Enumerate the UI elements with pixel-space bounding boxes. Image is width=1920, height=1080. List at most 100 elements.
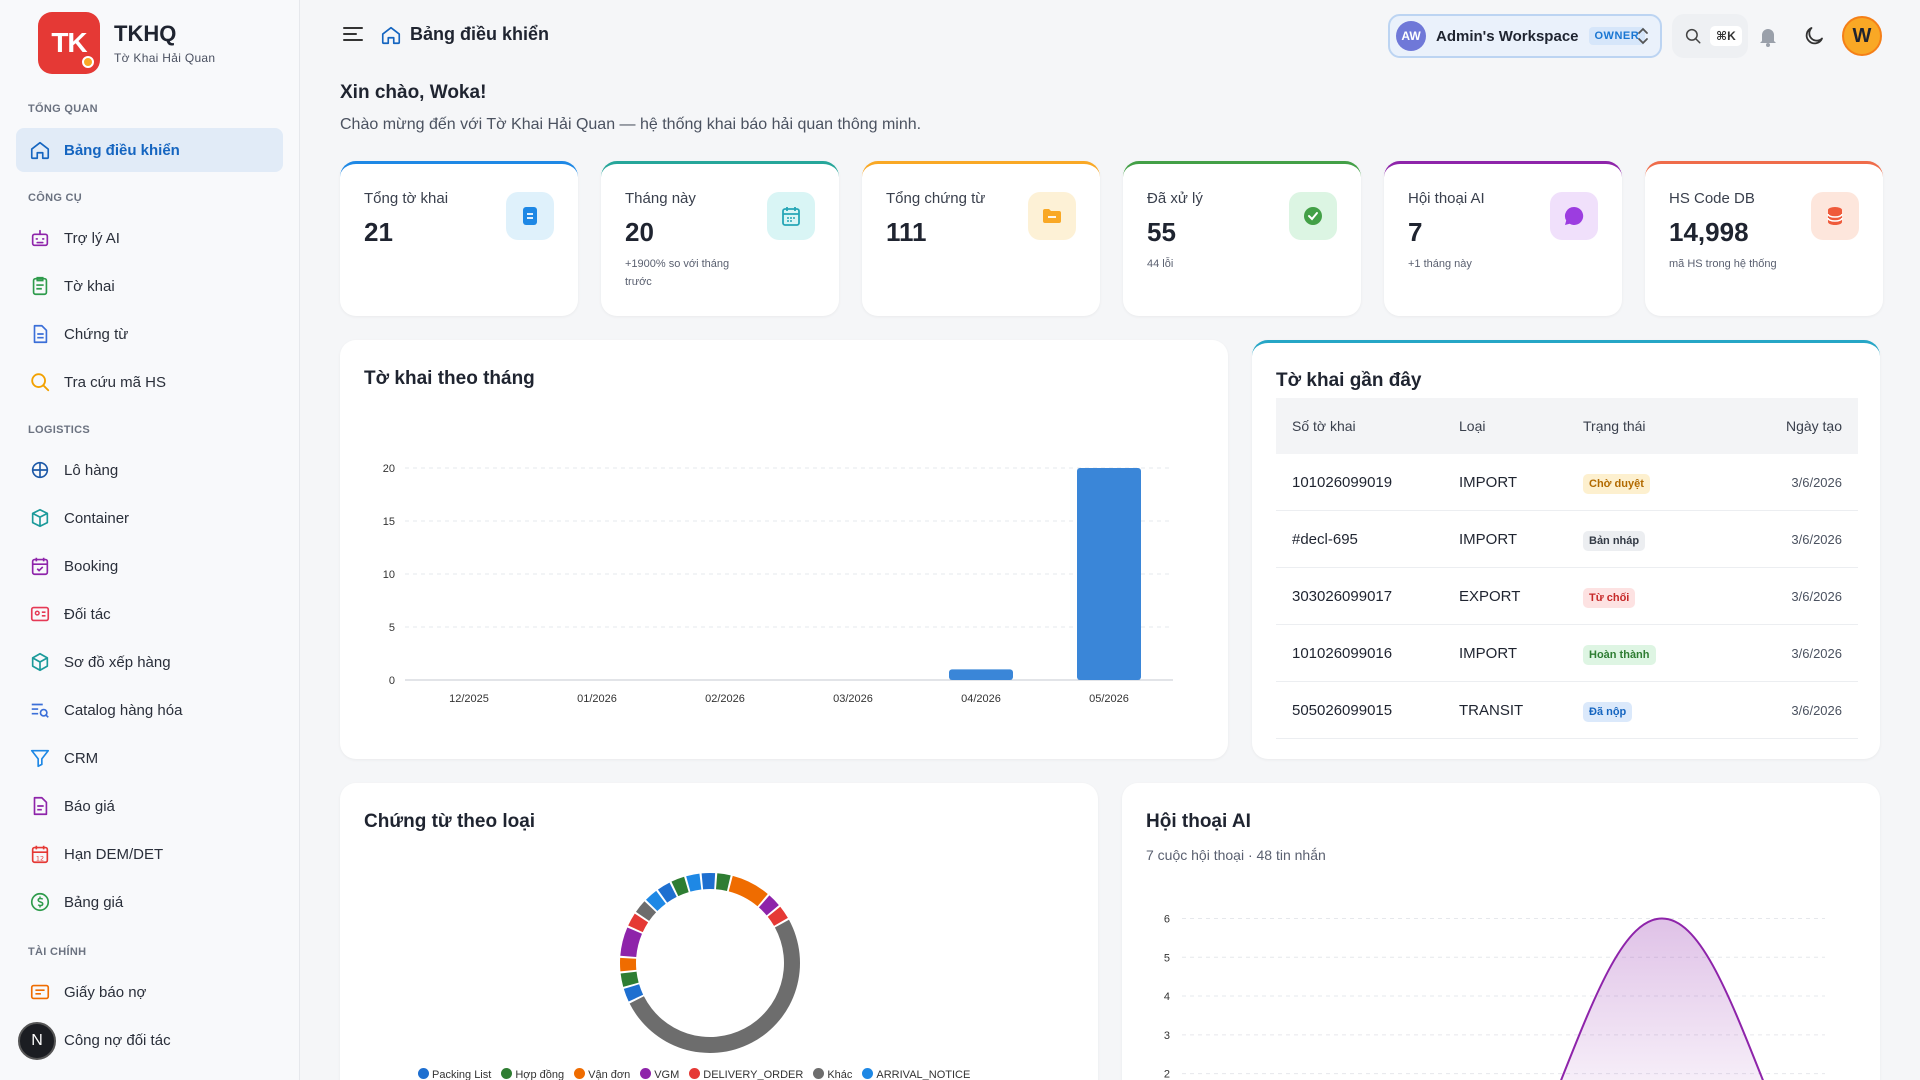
brand[interactable]: TK TKHQ Tờ Khai Hải Quan [38,12,215,74]
check-circle-icon [1289,192,1337,240]
sidebar-item-sơ-đồ-xếp-hàng[interactable]: Sơ đồ xếp hàng [16,640,283,684]
legend-swatch [574,1068,586,1079]
col-date[interactable]: Ngày tạo [1785,418,1842,434]
sidebar-item-catalog-hàng-hóa[interactable]: Catalog hàng hóa [16,688,283,732]
donut-slice [620,927,643,958]
ai-chart-panel: Hội thoại AI 7 cuộc hội thoại · 48 tin n… [1122,783,1880,1080]
stat-subtext: +1900% so với tháng trước [625,258,730,288]
stat-card[interactable]: Tổng tờ khai 21 [340,161,578,316]
stat-label: Tổng chứng từ [886,190,986,207]
declaration-number: 505026099015 [1292,701,1393,719]
id-card-icon [28,602,52,626]
moon-icon[interactable] [1802,24,1826,48]
table-row[interactable]: 303026099017 EXPORT Từ chối 3/6/2026 [1276,568,1858,625]
legend-swatch [640,1068,652,1079]
donut-slice [671,876,689,897]
declaration-number: 303026099017 [1292,587,1393,605]
sidebar-item-lô-hàng[interactable]: Lô hàng [16,448,283,492]
table-row[interactable]: 101026099016 IMPORT Hoàn thành 3/6/2026 [1276,625,1858,682]
legend-label: VGM [654,1069,680,1080]
bell-icon[interactable] [1756,24,1780,48]
x-tick-label: 01/2026 [577,693,617,705]
documents-legend: Packing List Hợp đồng Vận đơn VGM DELIVERY_O… [418,1068,980,1080]
calendar-icon [767,192,815,240]
legend-item[interactable]: ARRIVAL_NOTICE [862,1068,970,1080]
y-tick-label: 15 [383,516,395,528]
legend-item[interactable]: Hợp đồng [501,1068,564,1080]
workspace-avatar: AW [1396,21,1426,51]
sidebar-item-báo-giá[interactable]: Báo giá [16,784,283,828]
legend-label: Khác [827,1069,853,1080]
x-tick-label: 02/2026 [705,693,745,705]
stat-card[interactable]: Hội thoại AI 7 +1 tháng này [1384,161,1622,316]
status-badge: Hoàn thành [1583,644,1656,665]
nav-section-label: TỔNG QUAN [28,103,98,115]
workspace-role-badge: OWNER [1588,27,1646,45]
nav-section-label: CÔNG CỤ [28,192,83,204]
sidebar-item-công-nợ-đối-tác[interactable]: Công nợ đối tác [16,1018,283,1062]
invoice-icon [28,980,52,1004]
sidebar-item-tra-cứu-mã-hs[interactable]: Tra cứu mã HS [16,360,283,404]
col-status[interactable]: Trạng thái [1583,418,1646,434]
status-badge: Đã nộp [1583,701,1633,722]
folder-icon [1028,192,1076,240]
declaration-type: IMPORT [1459,530,1518,548]
sidebar-item-bảng-điều-khiển[interactable]: Bảng điều khiển [16,128,283,172]
legend-item[interactable]: Packing List [418,1068,491,1080]
sidebar-item-label: Trợ lý AI [64,229,120,247]
legend-item[interactable]: VGM [640,1068,680,1080]
stat-card[interactable]: Đã xử lý 55 44 lỗi [1123,161,1361,316]
stat-card[interactable]: Tổng chứng từ 111 [862,161,1100,316]
sidebar-item-giấy-báo-nợ[interactable]: Giấy báo nợ [16,970,283,1014]
donut-slice [728,875,768,907]
created-date: 3/6/2026 [1791,531,1842,547]
sidebar-item-booking[interactable]: Booking [16,544,283,588]
declaration-type: EXPORT [1459,587,1521,605]
search-shortcut: ⌘K [1710,26,1742,46]
table-row[interactable]: #decl-695 IMPORT Bản nháp 3/6/2026 [1276,511,1858,568]
sidebar-item-label: Giấy báo nợ [64,983,147,1001]
sidebar-item-label: Tờ khai [64,277,115,295]
sidebar-item-hạn-dem/det[interactable]: 12 Hạn DEM/DET [16,832,283,876]
sidebar-item-trợ-lý-ai[interactable]: Trợ lý AI [16,216,283,260]
search-button[interactable]: ⌘K [1672,14,1748,58]
col-type[interactable]: Loại [1459,418,1486,434]
nav-section-label: LOGISTICS [28,424,90,436]
calendar-12-icon: 12 [28,842,52,866]
y-tick-label: 10 [383,569,395,581]
n-badge[interactable]: N [18,1022,56,1060]
ai-area-chart: 2 3 4 5 6 [1164,914,1825,1080]
sidebar-item-chứng-từ[interactable]: Chứng từ [16,312,283,356]
sidebar-item-đối-tác[interactable]: Đối tác [16,592,283,636]
monthly-chart-panel: Tờ khai theo tháng 0 5 10 15 20 12/2025 01/202… [340,340,1228,759]
status-badge: Bản nháp [1583,530,1646,551]
table-row[interactable]: 505026099015 TRANSIT Đã nộp 3/6/2026 [1276,682,1858,739]
status-badge: Chờ duyệt [1583,473,1650,494]
sidebar-item-label: CRM [64,749,99,767]
menu-icon[interactable] [342,24,364,44]
created-date: 3/6/2026 [1791,474,1842,490]
sidebar-item-container[interactable]: Container [16,496,283,540]
legend-item[interactable]: Vận đơn [574,1068,631,1080]
stat-card[interactable]: HS Code DB 14,998 mã HS trong hệ thống [1645,161,1883,316]
logo: TK [38,12,100,74]
ai-chart-title: Hội thoại AI [1146,811,1251,832]
sidebar-item-label: Bảng giá [64,893,124,911]
legend-item[interactable]: DELIVERY_ORDER [689,1068,803,1080]
sidebar-item-label: Bảng điều khiển [64,141,180,159]
workspace-switcher[interactable]: AW Admin's Workspace OWNER [1388,14,1662,58]
table-row[interactable]: 101026099019 IMPORT Chờ duyệt 3/6/2026 [1276,454,1858,511]
stat-card[interactable]: Tháng này 20 +1900% so với tháng trước [601,161,839,316]
cube-icon [28,650,52,674]
user-avatar[interactable]: W [1842,16,1882,56]
y-tick-label: 5 [389,622,395,634]
sidebar-item-bảng-giá[interactable]: Bảng giá [16,880,283,924]
top-header: Bảng điều khiển AW Admin's Workspace OWN… [300,0,1920,72]
legend-label: Vận đơn [588,1069,631,1080]
col-number[interactable]: Số tờ khai [1292,418,1356,434]
sidebar-item-crm[interactable]: CRM [16,736,283,780]
sidebar-item-tờ-khai[interactable]: Tờ khai [16,264,283,308]
created-date: 3/6/2026 [1791,588,1842,604]
legend-item[interactable]: Khác [813,1068,853,1080]
y-tick-label: 20 [383,463,395,475]
